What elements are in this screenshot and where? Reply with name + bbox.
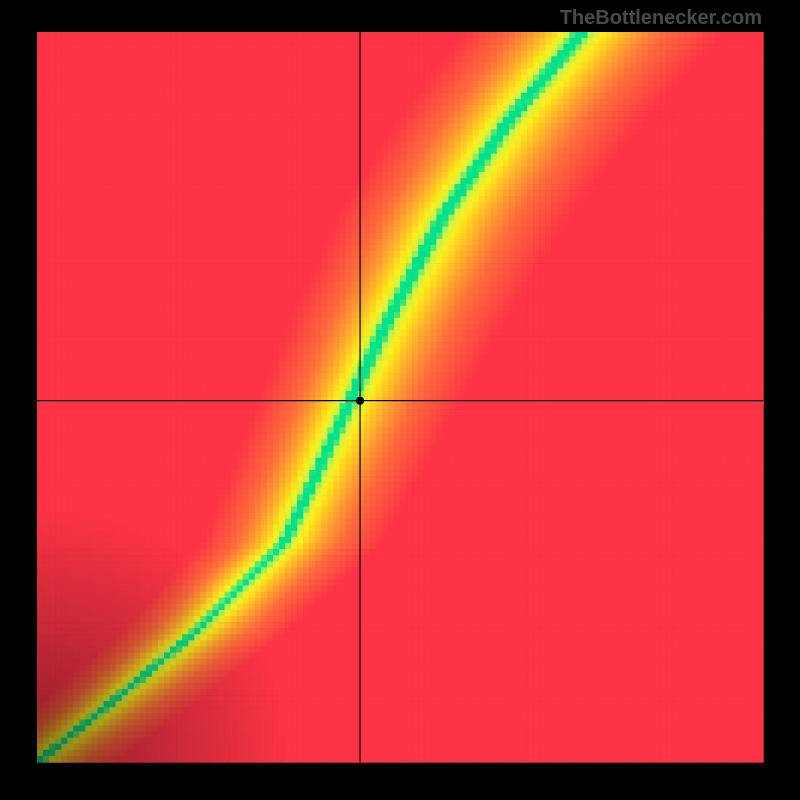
bottleneck-heatmap <box>0 0 800 800</box>
watermark-text: TheBottlenecker.com <box>560 7 762 30</box>
